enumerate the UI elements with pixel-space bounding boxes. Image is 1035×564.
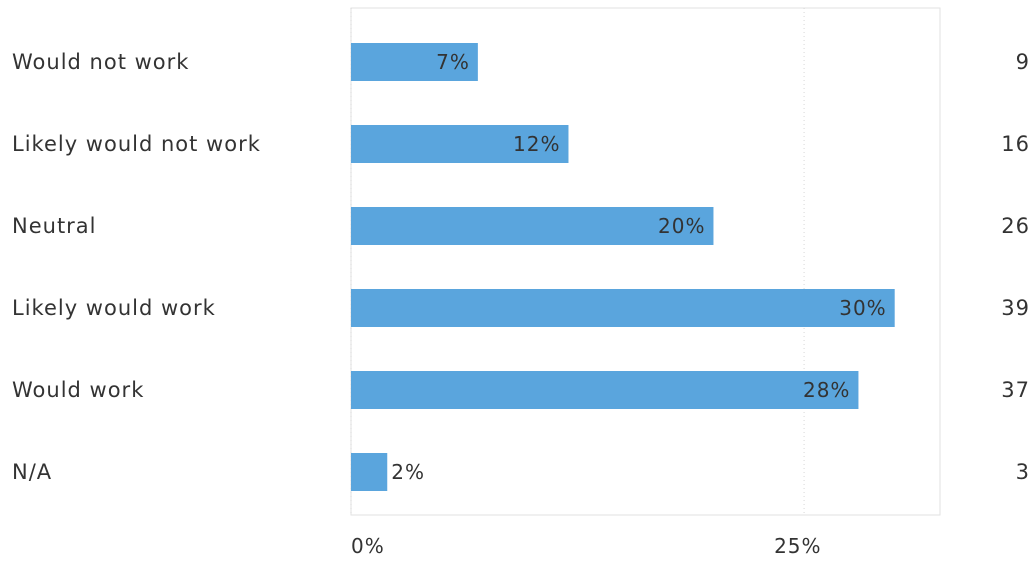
category-label: Likely would not work (12, 132, 261, 156)
bar-value-label: 2% (391, 460, 425, 484)
x-tick-label: 25% (774, 534, 821, 558)
category-label: Likely would work (12, 296, 216, 320)
bar-value-label: 30% (839, 296, 886, 320)
plot-area (350, 7, 941, 516)
category-label: Neutral (12, 214, 97, 238)
bar-value-label: 12% (513, 132, 560, 156)
category-label: Would not work (12, 50, 189, 74)
response-count: 39 (1001, 296, 1030, 320)
bar (351, 371, 859, 409)
bar (351, 125, 569, 163)
bar (351, 207, 714, 245)
x-tick-label: 0% (351, 534, 385, 558)
bar (351, 453, 388, 491)
bar-value-label: 20% (658, 214, 705, 238)
response-count: 9 (1016, 50, 1030, 74)
response-count: 3 (1016, 460, 1030, 484)
bar (351, 289, 895, 327)
labels-layer: 0% 25% 7% Would not work 9 12% Likely would no… (12, 50, 1030, 558)
category-label: N/A (12, 460, 52, 484)
bar-value-label: 28% (803, 378, 850, 402)
bar-value-label: 7% (436, 50, 470, 74)
grid-layer (350, 8, 805, 515)
bar (351, 43, 478, 81)
response-count: 26 (1001, 214, 1030, 238)
response-count: 16 (1001, 132, 1030, 156)
category-label: Would work (12, 378, 144, 402)
bars-layer (351, 43, 895, 491)
response-count: 37 (1001, 378, 1030, 402)
